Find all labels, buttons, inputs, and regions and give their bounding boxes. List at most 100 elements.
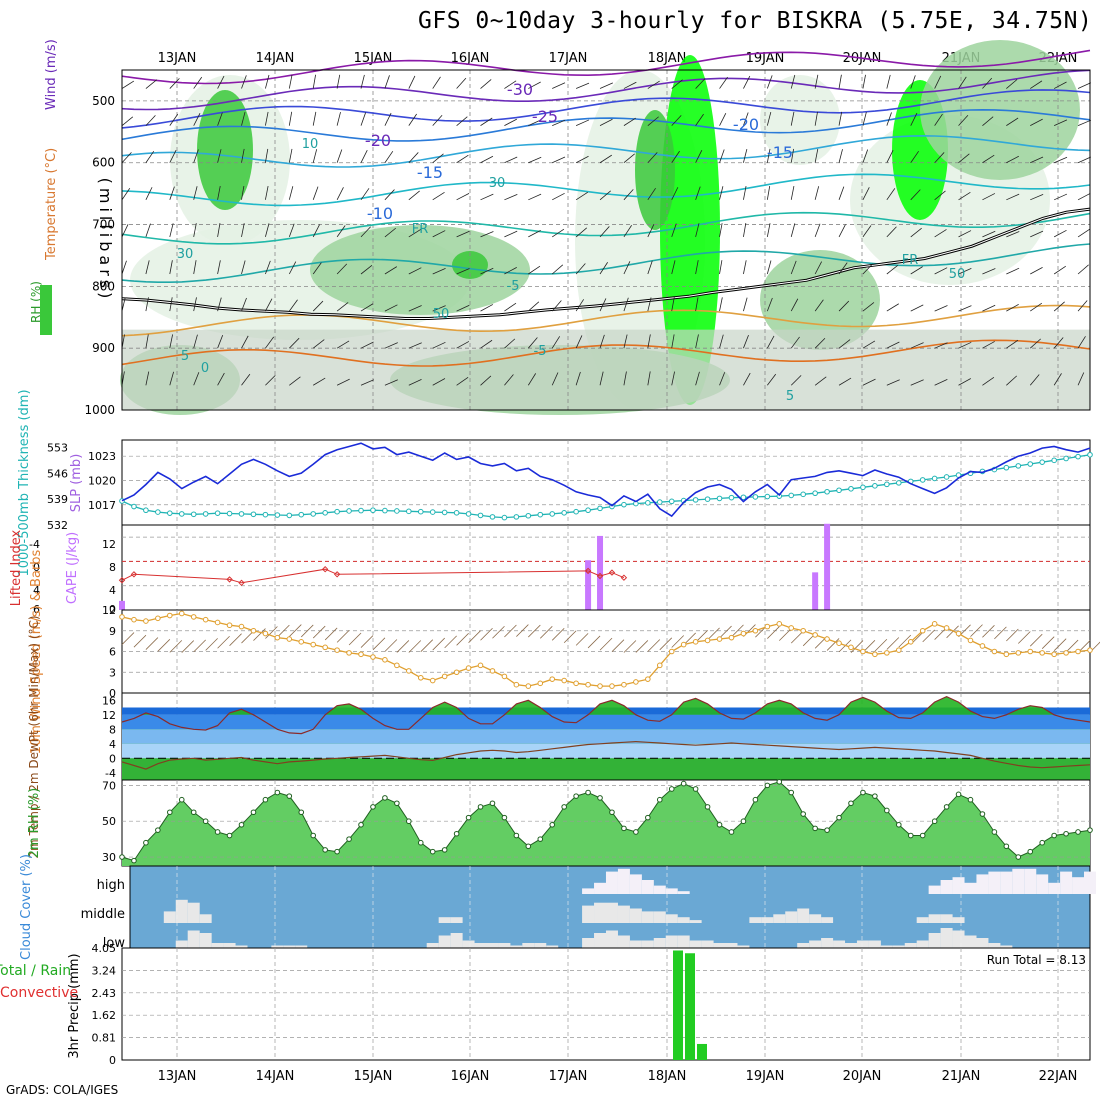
wind-barb	[886, 303, 899, 312]
wind10-line-point	[214, 619, 221, 626]
contour-label: FR	[412, 222, 429, 237]
wind-barb	[647, 297, 652, 312]
wind-barb	[886, 74, 891, 89]
wind-barb	[647, 334, 651, 349]
wind-barb	[719, 625, 732, 639]
wind-barb	[145, 223, 151, 238]
cloud-bar	[809, 940, 822, 948]
thickness-line-point	[656, 499, 663, 505]
wind-barb	[599, 637, 613, 651]
wind-barb	[265, 260, 271, 275]
thickness-line-point	[1027, 461, 1034, 467]
wind-barb	[814, 148, 819, 163]
thickness-line-point	[131, 503, 137, 510]
wind-barb	[599, 82, 613, 89]
wind-barb	[169, 150, 177, 163]
contour-label: 50	[433, 307, 450, 322]
slp-line	[121, 442, 1091, 518]
wind-barb	[958, 341, 972, 349]
cloud-bar	[928, 914, 941, 923]
wind-barb	[790, 630, 804, 644]
wind-barb	[551, 300, 562, 312]
lifted-index-point	[596, 572, 604, 580]
wind-barb	[312, 339, 325, 349]
rh2m-line-point	[441, 847, 448, 853]
cloud-bar	[1072, 877, 1085, 894]
wind-barb	[1053, 156, 1068, 164]
rh2m-line-point	[680, 780, 687, 787]
wind-barb	[575, 633, 589, 646]
cloud-bar	[976, 938, 989, 948]
wind-barb	[958, 305, 972, 312]
cloud-bar	[462, 940, 475, 948]
wind-barb	[169, 113, 179, 126]
temp-line	[121, 695, 1091, 735]
cloud-bar	[629, 940, 642, 948]
wind-barb	[743, 372, 751, 386]
wind-barb	[336, 225, 346, 238]
thickness-line-point	[895, 480, 902, 486]
wind-barb	[910, 189, 921, 201]
temp-tick: 4	[109, 738, 116, 751]
thickness-line-point	[190, 511, 197, 518]
cloud-bar	[904, 943, 917, 948]
precip-convective-legend: Convective	[0, 985, 78, 1001]
wind-barb	[360, 635, 374, 648]
precip-label: 3hr Precip (mm)	[67, 953, 82, 1058]
temp-tick: -4	[105, 767, 116, 780]
temp-label: 2m Temp / 2m DewPt (6hr Min/Max) (°C)	[27, 615, 41, 858]
wind-barb	[312, 224, 320, 238]
lifted-index-point	[620, 574, 628, 581]
cloud-bar	[522, 943, 535, 948]
wind-barb	[623, 189, 634, 201]
slp-thickness-panel: 553 546 539 532 1023 1020 1017 1000-500mb Thick…	[17, 389, 1093, 577]
rh2m-line-point	[274, 789, 281, 796]
precip-tick: 0	[109, 1054, 116, 1067]
time-label-top: 14JAN	[256, 51, 295, 66]
wind-barb	[647, 116, 659, 126]
wind-barb	[647, 187, 656, 201]
wind-barb	[838, 339, 851, 349]
wind-barb	[790, 336, 800, 349]
wind-barb	[408, 152, 419, 163]
wind-barb	[193, 639, 206, 653]
dewpt-line	[121, 740, 1091, 770]
wind10-line-point	[501, 673, 508, 680]
slp-thickness-frame	[121, 439, 1091, 526]
contour-label: 5	[786, 389, 794, 404]
cloud-bar	[283, 945, 296, 948]
wind-barb	[766, 148, 771, 163]
isotherm-line	[121, 69, 1091, 111]
wind-barb	[241, 111, 246, 126]
cape-bar	[824, 523, 831, 610]
run-total-annotation: Run Total = 8.13	[987, 953, 1086, 967]
wind10-line-point	[417, 674, 424, 681]
rh2m-line-point	[764, 782, 771, 789]
legend-wind: Wind (m/s)	[44, 39, 59, 110]
wind-barb	[1030, 302, 1043, 312]
cloud-bar	[665, 914, 678, 923]
wind10-line-point	[788, 625, 795, 631]
cloud-bar	[653, 885, 666, 894]
wind-barb	[480, 627, 493, 641]
wind-barb	[599, 371, 604, 386]
wind10-line-point	[202, 616, 209, 623]
wind-barb	[169, 297, 173, 312]
wind10-line-point	[190, 614, 197, 620]
wind-barb	[551, 336, 561, 349]
wind-barb	[145, 187, 153, 200]
wind-barb	[707, 627, 720, 641]
wind-barb	[743, 112, 749, 126]
wind-barb	[193, 334, 198, 349]
rh2m-line-point	[167, 809, 173, 816]
wind-barb	[193, 260, 197, 275]
wind-barb	[336, 302, 349, 312]
rh2m-line-point	[1027, 848, 1034, 855]
wind-barb	[1006, 304, 1019, 312]
wind-barb	[790, 260, 797, 275]
wind-barb	[1053, 301, 1065, 312]
wind-barb	[958, 230, 972, 238]
time-label-bottom: 20JAN	[843, 1069, 882, 1084]
wind10-line-point	[573, 680, 579, 687]
